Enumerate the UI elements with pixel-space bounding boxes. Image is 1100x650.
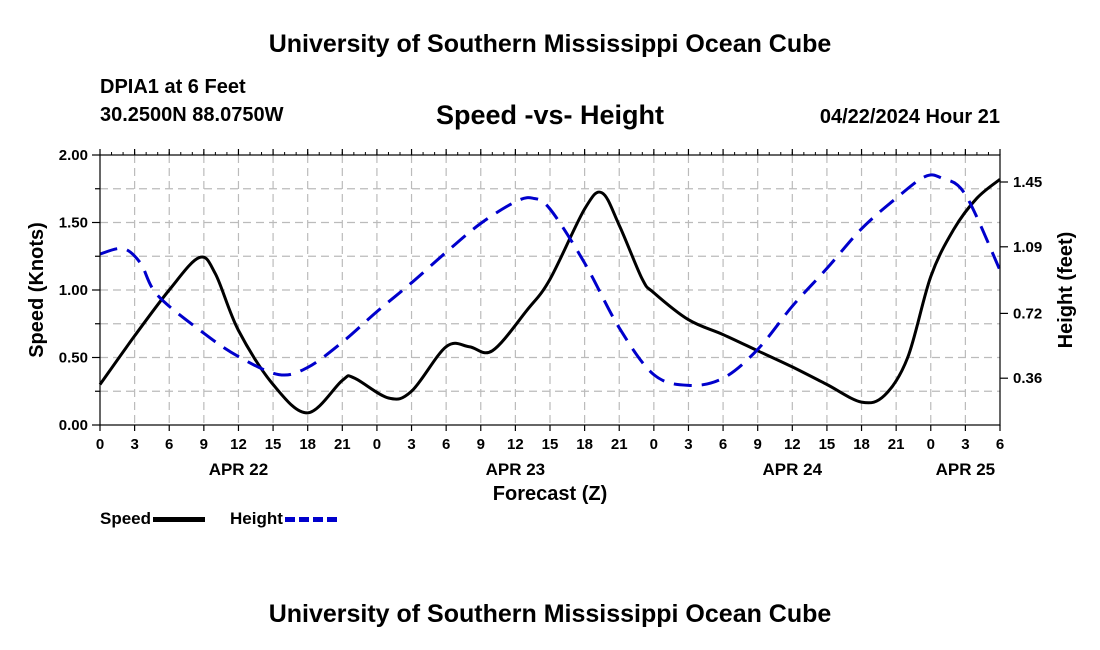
x-tick-label: 18 [576,436,593,453]
x-tick-label: 3 [407,436,415,453]
x-tick-label: 9 [477,436,485,453]
legend-speed-label: Speed [100,509,152,528]
x-tick-label: 21 [611,436,628,453]
axis-layer: 0 3 6 9 12 15 18 21 0 3 6 9 12 15 18 21 0 3 6 9 12 15 18 21 0 3 6A… [59,147,1042,479]
x-tick-label: 0 [373,436,381,453]
date-label: APR 25 [936,460,996,479]
x-tick-label: 21 [334,436,351,453]
top-title: University of Southern Mississippi Ocean… [268,30,832,58]
legend-height-label: Height [230,509,283,528]
y2-tick-label: 1.45 [1013,174,1042,191]
y-tick-label: 1.50 [59,215,88,232]
x-tick-label: 21 [888,436,905,453]
x-tick-label: 18 [853,436,870,453]
x-tick-label: 15 [265,436,282,453]
bottom-title: University of Southern Mississippi Ocean… [268,600,832,628]
x-tick-label: 0 [927,436,935,453]
x-tick-label: 9 [754,436,762,453]
y2-tick-label: 0.72 [1013,305,1042,322]
x-tick-label: 15 [819,436,836,453]
x-tick-label: 18 [299,436,316,453]
series-layer [98,173,1002,415]
x-tick-label: 12 [230,436,247,453]
y2-axis-label: Height (feet) [1055,232,1077,349]
x-tick-label: 3 [130,436,138,453]
x-tick-label: 6 [996,436,1004,453]
x-tick-label: 9 [200,436,208,453]
chart-title: Speed -vs- Height [435,100,665,130]
y2-tick-label: 1.09 [1013,239,1042,256]
y-tick-label: 2.00 [59,147,88,164]
timestamp-label: 04/22/2024 Hour 21 [819,106,1000,128]
legend-speed-swatch [153,516,206,522]
x-tick-label: 6 [719,436,727,453]
x-tick-label: 0 [96,436,104,453]
legend-height-swatch [284,516,337,522]
x-tick-label: 3 [961,436,969,453]
x-tick-label: 6 [442,436,450,453]
y2-tick-label: 0.36 [1013,370,1042,387]
x-tick-label: 0 [650,436,658,453]
x-tick-label: 3 [684,436,692,453]
coordinates-label: 30.2500N 88.0750W [100,104,284,126]
legend-height: Height [230,509,337,529]
y-tick-label: 1.00 [59,282,88,299]
x-tick-label: 15 [542,436,559,453]
x-tick-label: 6 [165,436,173,453]
date-label: APR 24 [763,460,823,479]
height-series-line [99,173,1002,388]
x-tick-label: 12 [784,436,801,453]
y-tick-label: 0.50 [59,350,88,367]
date-label: APR 23 [486,460,546,479]
grid-layer [100,155,1000,425]
legend-speed: Speed [100,509,206,529]
y-tick-label: 0.00 [59,417,88,434]
y-axis-label: Speed (Knots) [26,222,48,358]
x-axis-label: Forecast (Z) [493,483,607,505]
date-label: APR 22 [209,460,269,479]
station-label: DPIA1 at 6 Feet [100,76,246,98]
x-tick-label: 12 [507,436,524,453]
